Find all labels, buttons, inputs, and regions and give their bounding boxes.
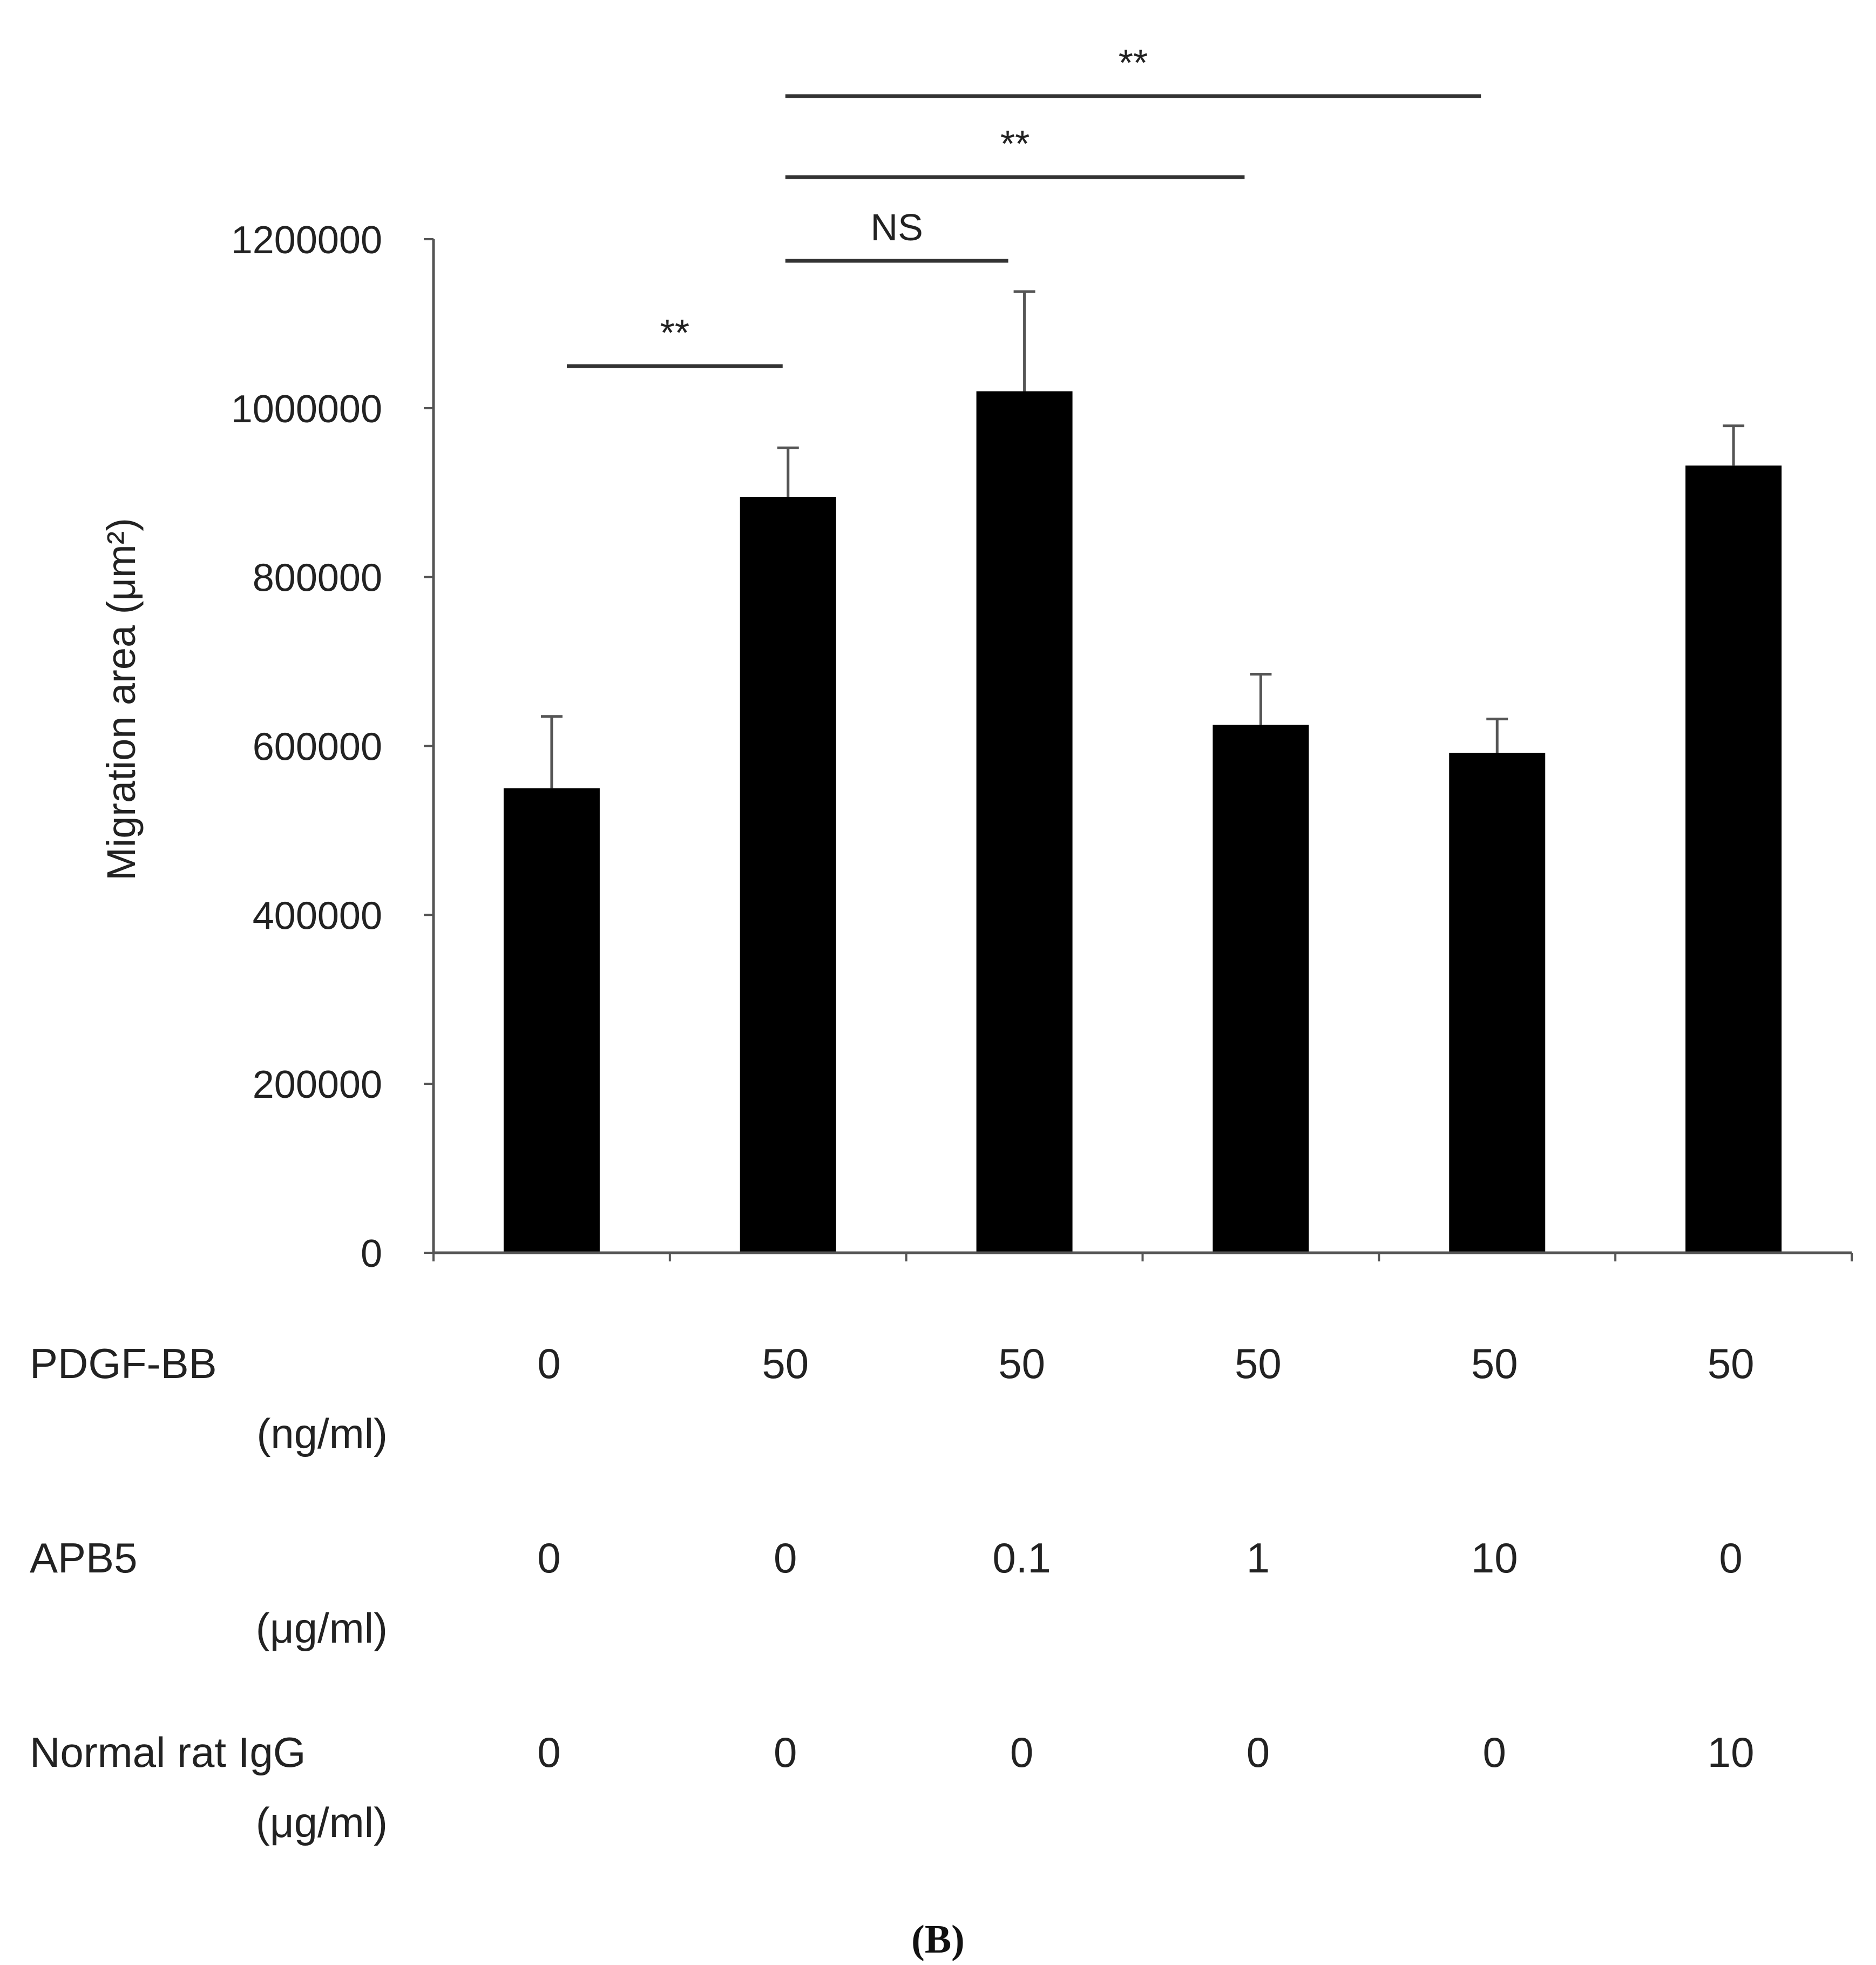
bar xyxy=(1213,725,1309,1253)
condition-value: 50 xyxy=(762,1340,809,1387)
y-tick-label: 600000 xyxy=(253,726,382,769)
condition-value: 0 xyxy=(1719,1534,1742,1582)
condition-value: 0.1 xyxy=(992,1534,1051,1582)
significance-label: ** xyxy=(660,312,689,354)
axes xyxy=(424,238,1853,1261)
bar xyxy=(976,391,1073,1253)
condition-value: 1 xyxy=(1247,1534,1270,1582)
condition-name: PDGF-BB xyxy=(30,1340,217,1387)
condition-value: 0 xyxy=(1483,1728,1506,1776)
y-tick-label: 400000 xyxy=(253,894,382,937)
bar xyxy=(503,788,600,1253)
condition-table: PDGF-BB (ng/ml) 0 50 50 50 50 50 APB5 (μg/ml) 0 0 0.… xyxy=(30,1340,1754,1846)
condition-value: 0 xyxy=(537,1340,560,1387)
y-tick-label: 800000 xyxy=(253,557,382,600)
condition-unit: (μg/ml) xyxy=(256,1799,388,1846)
bar xyxy=(1449,753,1546,1253)
bars xyxy=(503,391,1782,1253)
y-tick-label: 1000000 xyxy=(231,388,382,431)
y-tick-labels: 0 200000 400000 600000 800000 1000000 1200000 xyxy=(231,219,382,1275)
condition-value: 0 xyxy=(537,1534,560,1582)
significance-label: NS xyxy=(871,206,923,248)
condition-name: APB5 xyxy=(30,1534,137,1582)
bar xyxy=(1685,465,1782,1253)
bar xyxy=(740,497,836,1253)
condition-value: 0 xyxy=(537,1728,560,1776)
y-tick-label: 1200000 xyxy=(231,219,382,262)
y-tick-label: 200000 xyxy=(253,1063,382,1106)
panel-label: (B) xyxy=(911,1917,965,1962)
significance-label: ** xyxy=(1119,42,1148,84)
condition-value: 50 xyxy=(1471,1340,1518,1387)
condition-value: 10 xyxy=(1471,1534,1518,1582)
y-axis-label: Migration area (μm²) xyxy=(99,518,144,881)
condition-value: 50 xyxy=(998,1340,1045,1387)
condition-value: 50 xyxy=(1708,1340,1755,1387)
condition-name: Normal rat IgG xyxy=(30,1728,306,1776)
error-bars xyxy=(540,290,1745,788)
condition-value: 0 xyxy=(774,1728,797,1776)
condition-unit: (ng/ml) xyxy=(256,1410,388,1457)
condition-value: 10 xyxy=(1708,1728,1755,1776)
condition-value: 0 xyxy=(774,1534,797,1582)
significance-label: ** xyxy=(1000,123,1030,165)
condition-value: 0 xyxy=(1247,1728,1270,1776)
y-tick-label: 0 xyxy=(361,1232,382,1275)
significance-annotations: ** NS ** ** xyxy=(567,42,1481,368)
condition-unit: (μg/ml) xyxy=(256,1604,388,1652)
condition-value: 0 xyxy=(1010,1728,1033,1776)
condition-value: 50 xyxy=(1235,1340,1282,1387)
